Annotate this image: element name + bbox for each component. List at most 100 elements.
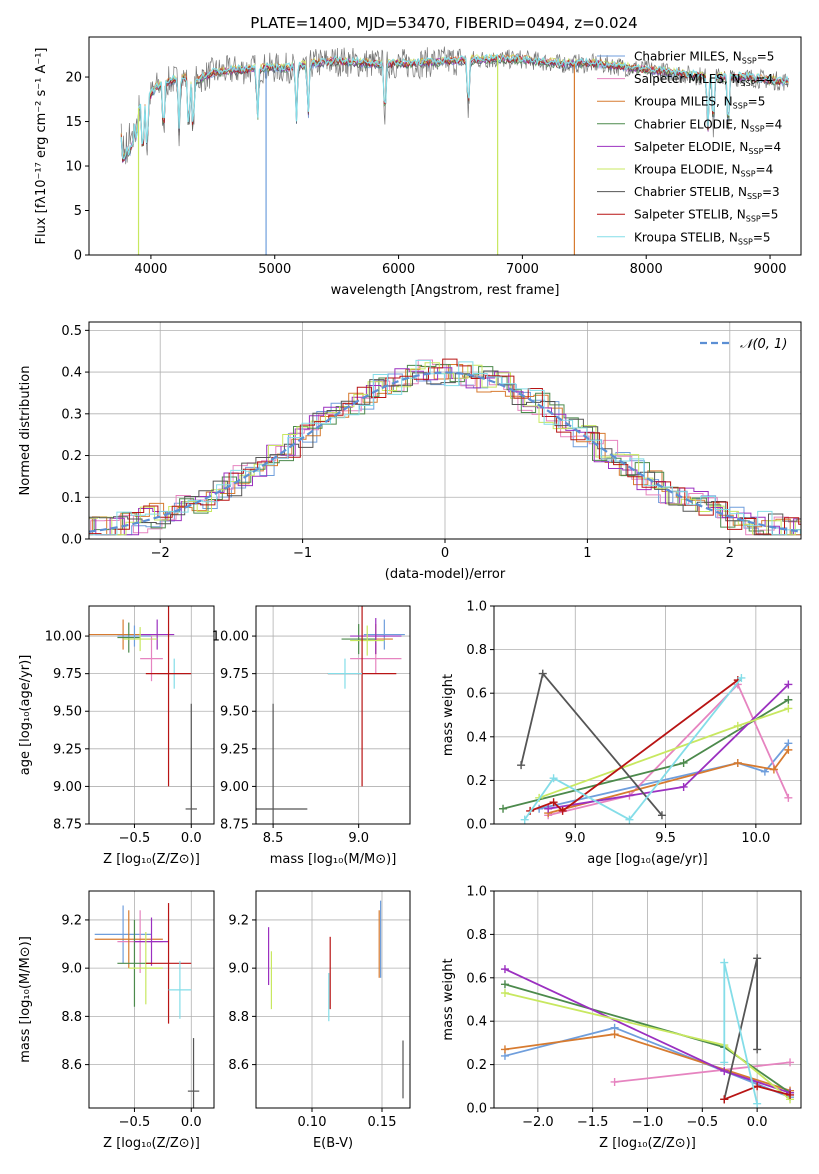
- y-tick-label: 9.25: [220, 742, 249, 757]
- mass-weight-marker: [679, 782, 688, 791]
- legend-entry: Kroupa STELIB, NSSP=5: [634, 230, 771, 246]
- y-tick-label: 0: [74, 249, 82, 264]
- y-axis-label: mass weight: [441, 674, 456, 756]
- y-tick-label: 1.0: [466, 885, 487, 900]
- mass-weight-marker: [610, 1077, 619, 1086]
- x-tick-label: 9.0: [565, 831, 586, 846]
- y-axis-label: age [log₁₀(age/yr)]: [18, 655, 33, 776]
- y-tick-label: 8.75: [53, 818, 82, 833]
- x-tick-label: 6000: [382, 262, 415, 277]
- y-tick-label: 0.0: [61, 533, 82, 548]
- mass-weight-marker: [610, 1030, 619, 1039]
- y-tick-label: 8.75: [220, 818, 249, 833]
- spectrum-panel: 4000 5000 6000 7000 8000 9000 0 5 10 15 20 waveleng…: [34, 36, 802, 298]
- mass-weight-marker: [733, 758, 742, 767]
- y-axis-label: mass [log₁₀(M/M⊙)]: [18, 936, 33, 1063]
- y-tick-label: 0.6: [466, 971, 487, 986]
- mass-weight-line: [529, 679, 739, 813]
- y-tick-label: 0.4: [61, 366, 82, 381]
- x-axis-label: mass [log₁₀(M/M⊙)]: [270, 852, 397, 867]
- x-axis-label: Z [log₁₀(Z/Z⊙)]: [103, 1136, 200, 1151]
- mass-weight-marker: [500, 988, 509, 997]
- y-tick-label: 9.2: [61, 913, 82, 928]
- x-tick-label: 9.5: [655, 831, 676, 846]
- y-tick-label: 9.2: [228, 913, 249, 928]
- legend-entry: Chabrier STELIB, NSSP=3: [634, 185, 780, 201]
- y-tick-label: 9.00: [53, 780, 82, 795]
- x-tick-label: 0.10: [298, 1115, 327, 1130]
- legend-entry: Salpeter STELIB, NSSP=5: [634, 208, 778, 224]
- mass-weight-marker: [784, 793, 793, 802]
- x-tick-label: 4000: [134, 262, 167, 277]
- y-tick-label: 15: [65, 115, 82, 130]
- axes-frame: [493, 605, 802, 825]
- x-tick-label: 5000: [258, 262, 291, 277]
- mass-weight-marker: [737, 673, 746, 682]
- residual-histogram: [89, 362, 801, 536]
- mass-vs-metallicity-panel: −0.5 0.0 8.6 8.8 9.0 9.2 Z [log₁₀(Z/Z⊙)] mass […: [18, 890, 215, 1151]
- age-vs-metallicity-panel: −0.5 0.0 8.75 9.00 9.25 9.50 9.75 10.00 Z [log₁₀…: [18, 605, 215, 867]
- mass-weight-marker: [753, 1099, 762, 1108]
- mass-weight-marker: [720, 958, 729, 967]
- y-tick-label: 10.00: [212, 630, 249, 645]
- legend-entry: Kroupa ELODIE, NSSP=4: [634, 163, 773, 179]
- y-tick-label: 10.00: [45, 630, 82, 645]
- plot-area: [89, 606, 197, 824]
- residual-histogram: [89, 359, 801, 536]
- mass-weight-marker: [784, 680, 793, 689]
- x-tick-label: 10.0: [741, 831, 770, 846]
- legend-entry: Salpeter ELODIE, NSSP=4: [634, 140, 781, 156]
- mass-weight-marker: [657, 811, 666, 820]
- y-tick-label: 0.5: [61, 324, 82, 339]
- legend-entry: Chabrier MILES, NSSP=5: [634, 50, 774, 66]
- x-tick-label: 7000: [506, 262, 539, 277]
- y-tick-label: 0.6: [466, 687, 487, 702]
- y-tick-label: 0.2: [61, 449, 82, 464]
- x-axis-label: Z [log₁₀(Z/Z⊙)]: [103, 852, 200, 867]
- y-tick-label: 1.0: [466, 600, 487, 615]
- mass-weight-line: [538, 707, 789, 799]
- mass-weight-marker: [549, 798, 558, 807]
- x-axis-label: wavelength [Angstrom, rest frame]: [331, 283, 560, 298]
- legend-entry: Kroupa MILES, NSSP=5: [634, 95, 765, 111]
- x-tick-label: −1.5: [577, 1115, 609, 1130]
- mass-weight-marker: [520, 815, 529, 824]
- legend-entry: 𝒩(0, 1): [740, 337, 787, 352]
- y-tick-label: 9.75: [220, 667, 249, 682]
- mass-weight-marker: [733, 721, 742, 730]
- y-axis-label: Flux [fλ10⁻¹⁷ erg cm⁻² s⁻¹ A⁻¹]: [34, 48, 49, 245]
- x-tick-label: −0.5: [687, 1115, 719, 1130]
- mass-weight-line: [614, 1061, 791, 1083]
- y-tick-label: 9.75: [53, 667, 82, 682]
- mass-weight-marker: [544, 804, 553, 813]
- figure-title: PLATE=1400, MJD=53470, FIBERID=0494, z=0…: [250, 14, 637, 32]
- x-tick-label: 0.0: [747, 1115, 768, 1130]
- residual-histogram: [89, 364, 801, 536]
- y-tick-label: 9.0: [61, 962, 82, 977]
- model-spectrum-line: [120, 53, 789, 160]
- mass-weight-marker: [558, 806, 567, 815]
- mass-weight-marker: [769, 765, 778, 774]
- x-tick-label: 8000: [630, 262, 663, 277]
- y-tick-label: 0.2: [466, 774, 487, 789]
- mass-weight-line: [547, 749, 790, 814]
- y-tick-label: 8.6: [228, 1058, 249, 1073]
- mass-weight-marker: [500, 980, 509, 989]
- y-tick-label: 5: [74, 204, 82, 219]
- plot-area: [499, 669, 793, 824]
- mass-vs-ebv-panel: 0.10 0.15 8.6 8.8 9.0 9.2 E(B-V): [228, 890, 411, 1151]
- mass-weight-marker: [499, 804, 508, 813]
- mass-weight-marker: [784, 695, 793, 704]
- y-axis-label: Normed distribution: [18, 366, 33, 496]
- plot-area: [94, 903, 200, 1108]
- plot-area: [268, 900, 404, 1099]
- y-tick-label: 0.0: [466, 1102, 487, 1117]
- mass-weight-marker: [625, 815, 634, 824]
- x-tick-label: 0: [441, 546, 449, 561]
- plot-area: [89, 358, 801, 536]
- y-axis-label: mass weight: [441, 958, 456, 1040]
- mass-weight-marker: [760, 767, 769, 776]
- normal-curve: [89, 371, 801, 533]
- y-tick-label: 9.00: [220, 780, 249, 795]
